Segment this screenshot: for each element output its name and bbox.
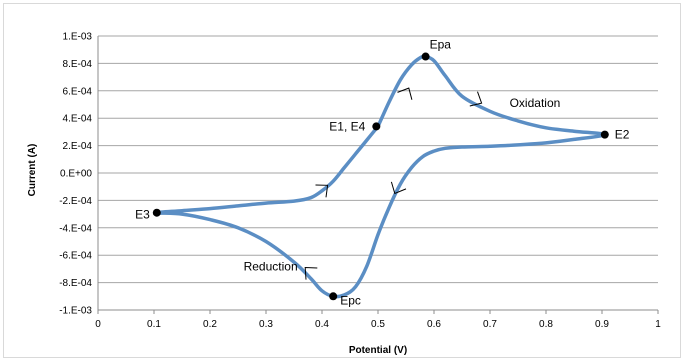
data-point-marker: [372, 122, 381, 131]
y-tick-label: 1.E-03: [63, 32, 93, 43]
y-tick-label: -1.E-03: [59, 306, 92, 317]
chart-frame: [3, 3, 681, 358]
x-axis-title: Potential (V): [349, 345, 407, 356]
point-label: E1, E4: [329, 119, 365, 133]
point-label: Epc: [340, 293, 361, 307]
point-label: E2: [615, 128, 630, 142]
x-tick-label: 0.6: [427, 319, 441, 330]
x-tick-label: 0.2: [203, 319, 217, 330]
y-tick-label: 6.E-04: [63, 86, 93, 97]
x-tick-label: 0.8: [539, 319, 553, 330]
x-tick-label: 0.1: [147, 319, 161, 330]
x-tick-label: 0.5: [371, 319, 385, 330]
y-tick-label: 0.E+00: [60, 169, 92, 180]
data-point-marker: [329, 292, 338, 301]
y-tick-label: -6.E-04: [59, 251, 92, 262]
annotation-label: Reduction: [244, 259, 298, 273]
x-tick-label: 0.9: [595, 319, 609, 330]
direction-arrow-icon: [469, 91, 483, 107]
direction-arrow-icon: [390, 181, 407, 195]
y-tick-label: -8.E-04: [59, 278, 92, 289]
x-tick-label: 0.3: [259, 319, 273, 330]
x-tick-label: 1: [655, 319, 661, 330]
data-point-marker: [600, 130, 609, 139]
y-axis-title: Current (A): [27, 144, 38, 197]
direction-arrow-icon: [315, 184, 329, 198]
y-tick-label: 4.E-04: [63, 114, 93, 125]
label-layer: Epa E1, E4 E2 E3 Epc Oxidation Reduction: [135, 38, 630, 308]
direction-arrow-icon: [304, 266, 318, 280]
y-tick-label: -4.E-04: [59, 223, 92, 234]
direction-arrow-icon: [397, 87, 413, 100]
axis-layer: 1.E-03 8.E-04 6.E-04 4.E-04 2.E-04 0.E+00 -2.E…: [59, 32, 661, 331]
point-label: Epa: [430, 38, 452, 52]
y-tick-label: 8.E-04: [63, 59, 93, 70]
data-point-marker: [421, 52, 430, 61]
direction-arrows: [304, 87, 483, 280]
y-tick-label: 2.E-04: [63, 141, 93, 152]
annotation-label: Oxidation: [510, 96, 561, 110]
x-tick-label: 0.4: [315, 319, 329, 330]
x-tick-label: 0.7: [483, 319, 497, 330]
cv-curve: [155, 54, 607, 299]
point-label: E3: [135, 208, 150, 222]
point-markers: [152, 52, 609, 301]
data-point-marker: [152, 208, 161, 217]
x-tick-label: 0: [95, 319, 101, 330]
grid-layer: [98, 35, 658, 311]
y-tick-label: -2.E-04: [59, 196, 92, 207]
